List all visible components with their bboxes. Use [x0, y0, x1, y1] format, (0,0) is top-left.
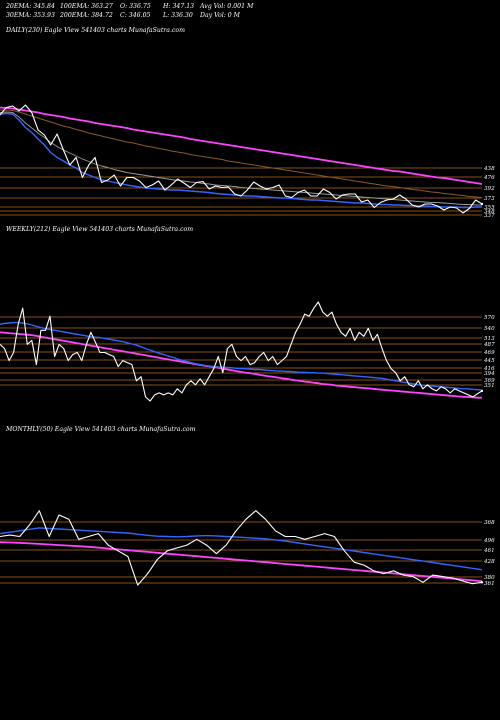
- series-ema100: [0, 109, 483, 198]
- daily-panel-title: DAILY(230) Eagle View 541403 charts Muna…: [6, 27, 185, 34]
- header-avg-vol: Avg Vol: 0.001 M: [200, 3, 254, 10]
- level-label: 394: [484, 371, 495, 377]
- header-open: O: 336.75: [120, 3, 151, 10]
- series-ema20: [0, 112, 482, 209]
- level-label: 476: [483, 175, 495, 181]
- level-label: 416: [483, 366, 495, 372]
- series-ema_short: [0, 321, 483, 391]
- level-label: 438: [483, 166, 495, 172]
- level-label: 373: [484, 196, 495, 202]
- series-ema_long: [0, 331, 482, 399]
- level-label: 355: [484, 205, 495, 211]
- level-label: 461: [483, 548, 495, 554]
- level-label: 445: [483, 358, 495, 364]
- monthly-panel-title: MONTHLY(50) Eagle View 541403 charts Mun…: [6, 426, 196, 433]
- level-label: 496: [483, 538, 495, 544]
- level-label: 540: [484, 326, 495, 332]
- level-label: 351: [484, 383, 495, 389]
- level-label: 487: [483, 342, 495, 348]
- series-price: [0, 510, 483, 586]
- header-ema100: 100EMA: 363.27: [60, 3, 113, 10]
- series-ema_short: [0, 527, 483, 571]
- series-ema30: [0, 111, 482, 206]
- level-label: 369: [484, 378, 495, 384]
- last-price-marker: [480, 581, 484, 584]
- series-price: [0, 104, 483, 214]
- last-price-marker: [480, 202, 484, 206]
- level-label: 392: [484, 186, 495, 192]
- header-ema20: 20EMA: 345.84: [6, 3, 55, 10]
- level-label: 380: [484, 575, 495, 581]
- level-label: 570: [484, 315, 495, 321]
- last-price-marker: [480, 389, 484, 393]
- level-label: 361: [484, 581, 495, 587]
- series-price: [0, 301, 483, 402]
- series-ema200: [0, 106, 483, 185]
- level-label: 368: [484, 520, 495, 526]
- level-label: 428: [483, 559, 495, 565]
- header-day-vol: Day Vol: 0 M: [200, 12, 241, 19]
- header-close: C: 346.05: [120, 12, 151, 19]
- weekly-panel-title: WEEKLY(212) Eagle View 541403 charts Mun…: [6, 226, 194, 233]
- header-ema200: 200EMA: 384.72: [60, 12, 113, 19]
- header-low: L: 336.30: [163, 12, 193, 19]
- header-ema30: 30EMA: 353.93: [6, 12, 55, 19]
- level-label: 337: [484, 213, 495, 219]
- level-label: 469: [483, 350, 495, 356]
- level-label: 348: [484, 209, 495, 215]
- header-high: H: 347.13: [163, 3, 195, 10]
- level-label: 513: [484, 336, 495, 342]
- series-ema_long: [0, 541, 483, 582]
